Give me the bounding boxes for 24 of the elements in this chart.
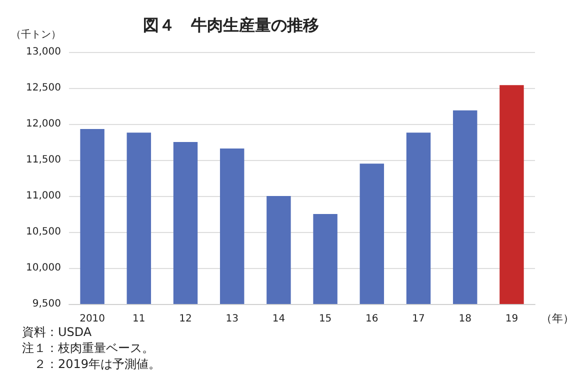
text: 注１：枝肉重量ベース。 [22, 341, 154, 355]
y-tick-label: 12,000 [26, 118, 61, 130]
x-axis-title: （年） [541, 312, 574, 325]
text: 資料：USDA [22, 325, 92, 339]
text: ２：2019年は予測値。 [22, 357, 161, 371]
x-tick-label: 16 [366, 314, 378, 324]
x-tick-label: 11 [132, 314, 146, 324]
x-tick-label: 2010 [80, 314, 106, 324]
y-tick-label: 11,500 [26, 154, 61, 166]
y-axis-title: （千トン） [11, 28, 61, 40]
x-tick-label: 18 [458, 314, 472, 324]
x-tick-label: 17 [412, 314, 425, 324]
y-tick-label: 13,000 [26, 46, 61, 58]
y-tick-label: 9,500 [32, 298, 61, 310]
chart-title: 図４ 牛肉生産量の推移 [143, 16, 319, 34]
x-tick-label: 12 [179, 314, 192, 324]
x-tick-label: 15 [318, 314, 332, 324]
x-tick-label: 13 [226, 314, 238, 324]
y-tick-label: 11,000 [26, 190, 61, 202]
y-tick-label: 10,500 [26, 226, 61, 238]
y-tick-label: 10,000 [26, 262, 61, 274]
y-tick-label: 12,500 [26, 82, 61, 94]
x-tick-label: 14 [272, 314, 286, 324]
x-tick-label: 19 [505, 314, 518, 324]
